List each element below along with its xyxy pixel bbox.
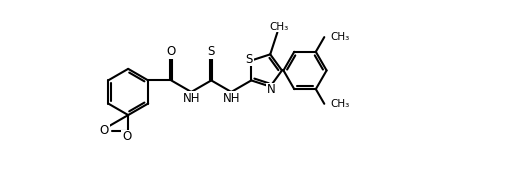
Text: NH: NH <box>223 92 240 105</box>
Text: N: N <box>266 83 275 96</box>
Text: O: O <box>99 124 109 137</box>
Text: O: O <box>166 45 176 58</box>
Text: S: S <box>245 52 252 65</box>
Text: CH₃: CH₃ <box>330 32 349 42</box>
Text: CH₃: CH₃ <box>269 21 288 32</box>
Text: O: O <box>122 130 131 143</box>
Text: S: S <box>207 45 215 58</box>
Text: CH₃: CH₃ <box>330 99 349 109</box>
Text: NH: NH <box>183 92 201 105</box>
